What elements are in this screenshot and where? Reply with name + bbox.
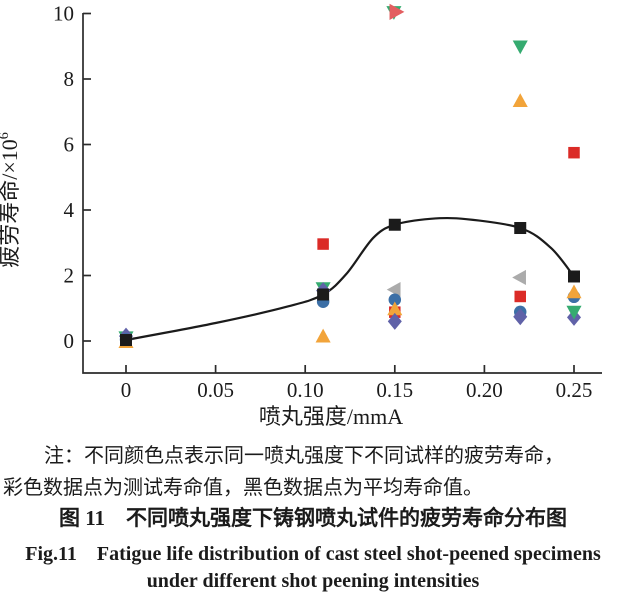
specimen-orange-tri-up — [315, 328, 331, 343]
mean-black-square — [317, 288, 330, 301]
mean-black-square — [388, 218, 401, 231]
y-tick-label: 8 — [64, 67, 75, 91]
x-tick-label: 0.05 — [197, 378, 234, 402]
x-tick-label: 0.25 — [556, 378, 593, 402]
fatigue-life-scatter-chart: 0 2 4 6 8 10 0 0.05 0.10 0.15 0.20 0.25 喷丸强度/mmA 疲劳寿命… — [0, 2, 602, 429]
specimen-red-square — [317, 238, 329, 250]
caption-english-line-2: under different shot peening intensities — [146, 570, 480, 592]
mean-black-square — [514, 222, 527, 235]
caption-chinese: 图 11 不同喷丸强度下铸钢喷丸试件的疲劳寿命分布图 — [58, 506, 568, 530]
specimen-gray-tri-left — [512, 269, 526, 286]
specimen-red-square — [568, 146, 580, 159]
specimen-orange-tri-up — [512, 93, 528, 107]
specimen-gray-tri-left — [386, 282, 401, 298]
y-tick-label: 2 — [64, 264, 75, 288]
mean-black-square — [120, 334, 132, 347]
specimen-pink-tri-right — [389, 3, 405, 20]
note-line-2: 彩色数据点为测试寿命值，黑色数据点为平均寿命值。 — [3, 476, 483, 499]
y-tick-label: 10 — [53, 2, 74, 26]
x-tick-label: 0.10 — [287, 378, 324, 402]
specimen-orange-tri-up — [387, 301, 403, 316]
chart-svg: 0 2 4 6 8 10 0 0.05 0.10 0.15 0.20 0.25 喷丸强度/mmA 疲劳寿命… — [0, 2, 602, 429]
axes-frame — [82, 13, 602, 374]
x-axis-title: 喷丸强度/mmA — [259, 404, 403, 429]
x-tick-label: 0 — [121, 378, 132, 402]
specimen-purple-diamond — [387, 312, 402, 330]
figure-note: 注：不同颜色点表示同一喷丸强度下不同试样的疲劳寿命， 彩色数据点为测试寿命值，黑… — [0, 441, 626, 504]
specimen-green-tri-down — [512, 40, 528, 55]
x-tick-label: 0.15 — [376, 378, 413, 402]
mean-fatigue-life-curve — [125, 216, 575, 342]
note-line-1: 注：不同颜色点表示同一喷丸强度下不同试样的疲劳寿命， — [44, 445, 564, 467]
specimen-blue-circle — [388, 293, 402, 306]
y-axis-title: 疲劳寿命/×106 — [0, 132, 22, 268]
y-tick-label: 0 — [64, 329, 75, 353]
specimen-orange-tri-up — [566, 284, 582, 299]
specimen-purple-diamond — [513, 308, 528, 326]
specimen-green-tri-down — [566, 305, 582, 320]
specimen-red-square — [514, 290, 526, 303]
y-tick-label: 4 — [64, 198, 75, 222]
mean-black-square — [568, 270, 580, 283]
y-tick-label: 6 — [64, 133, 75, 157]
x-tick-label: 0.20 — [466, 378, 503, 402]
caption-english-line-1: Fig.11 Fatigue life distribution of cast… — [25, 543, 601, 565]
